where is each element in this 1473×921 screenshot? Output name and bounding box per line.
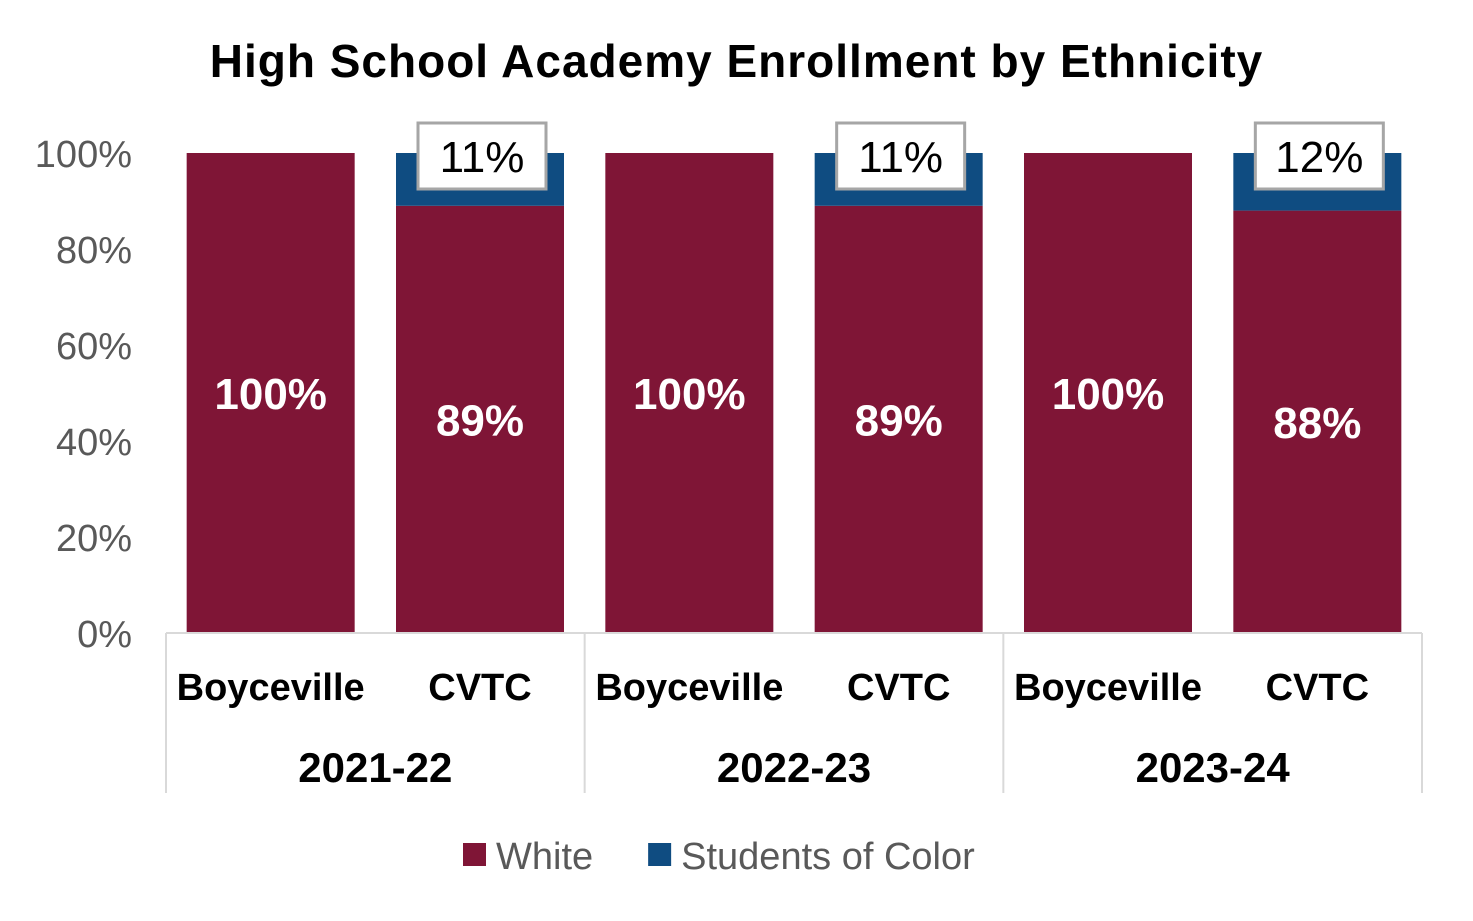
x-category-label: Boyceville bbox=[1014, 667, 1202, 709]
y-tick-label: 20% bbox=[56, 518, 132, 560]
bar-white bbox=[186, 153, 355, 633]
y-tick-label: 60% bbox=[56, 326, 132, 368]
legend-label: White bbox=[496, 836, 593, 878]
data-label-white: 88% bbox=[1273, 399, 1361, 448]
y-tick-label: 80% bbox=[56, 230, 132, 272]
data-label-students-of-color: 11% bbox=[858, 133, 943, 182]
x-group-label: 2023-24 bbox=[1136, 744, 1291, 791]
x-category-label: CVTC bbox=[428, 667, 531, 709]
x-group-label: 2021-22 bbox=[298, 744, 452, 791]
chart-title: High School Academy Enrollment by Ethnic… bbox=[209, 35, 1264, 87]
data-label-box bbox=[1253, 121, 1385, 191]
bar-white bbox=[1233, 210, 1402, 633]
data-label-white: 100% bbox=[633, 370, 746, 419]
data-label-white: 89% bbox=[855, 396, 943, 445]
x-category-label: Boyceville bbox=[595, 667, 783, 709]
legend-swatch bbox=[463, 843, 486, 866]
bar-white bbox=[1024, 153, 1192, 633]
data-label-white: 89% bbox=[436, 396, 524, 445]
bar-white bbox=[396, 205, 564, 634]
bar-white bbox=[814, 205, 983, 634]
y-tick-label: 0% bbox=[77, 614, 132, 656]
bar-white bbox=[605, 153, 774, 633]
data-label-students-of-color: 11% bbox=[440, 133, 525, 182]
data-label-white: 100% bbox=[1052, 370, 1165, 419]
x-group-label: 2022-23 bbox=[717, 744, 871, 791]
data-label-white: 100% bbox=[214, 370, 327, 419]
x-category-label: Boyceville bbox=[177, 667, 365, 709]
data-label-students-of-color: 12% bbox=[1275, 133, 1363, 182]
y-tick-label: 40% bbox=[56, 422, 132, 464]
x-category-label: CVTC bbox=[847, 667, 950, 709]
y-tick-label: 100% bbox=[35, 134, 132, 176]
x-category-label: CVTC bbox=[1266, 667, 1369, 709]
legend-swatch bbox=[648, 843, 672, 866]
legend-label: Students of Color bbox=[681, 836, 975, 878]
data-label-box bbox=[416, 121, 548, 191]
data-label-box bbox=[835, 121, 967, 191]
